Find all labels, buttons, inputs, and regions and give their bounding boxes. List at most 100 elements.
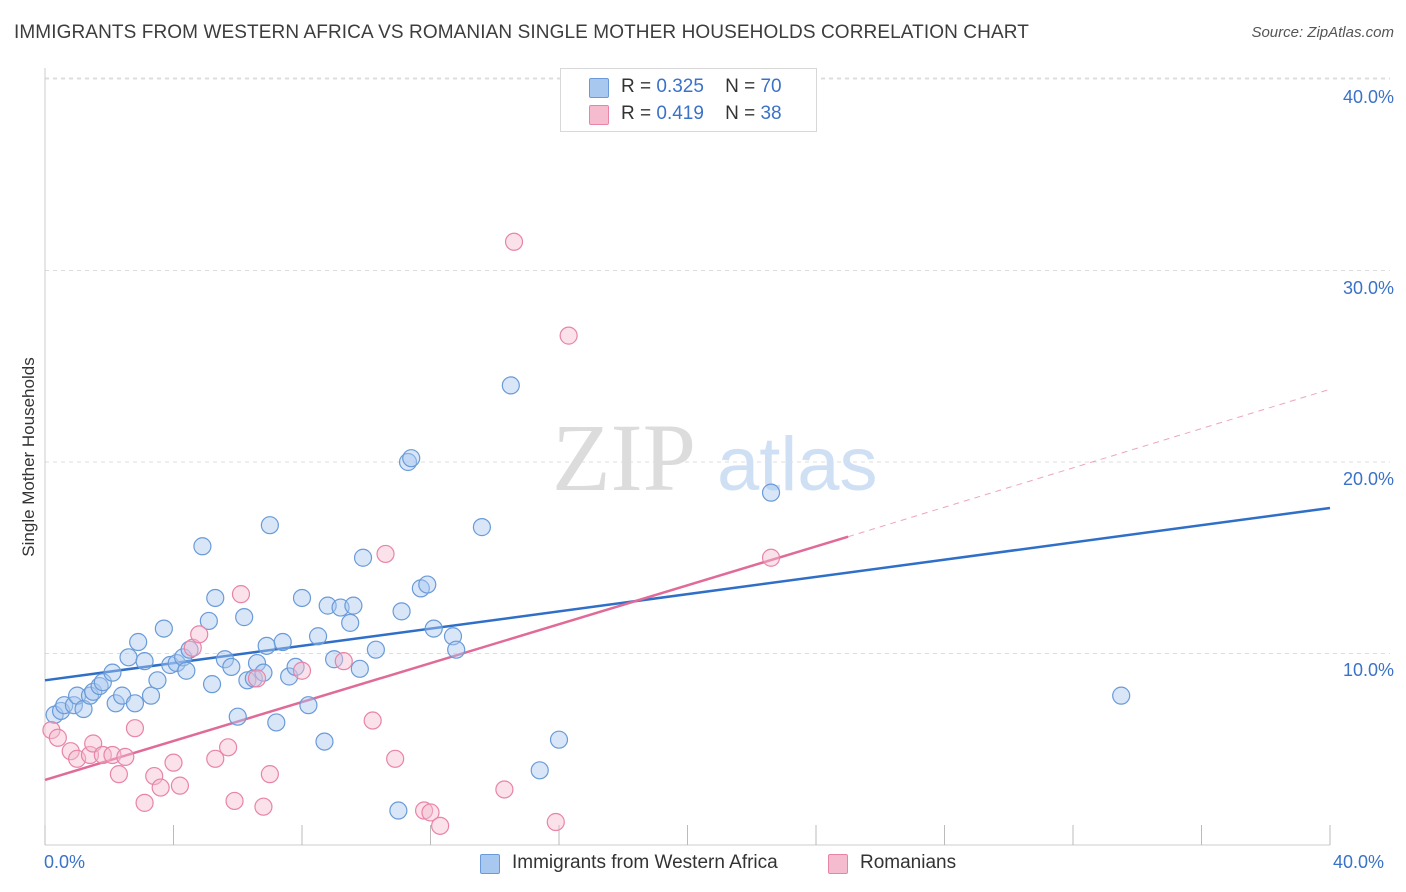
grid-lines [45,77,1390,654]
y-tick-label-10: 10.0% [1342,660,1394,680]
data-point-western-africa [129,632,148,652]
legend-n-value: 38 [760,103,782,124]
data-point-romanians [495,780,514,799]
x-tick-label-max: 40.0% [1333,852,1385,872]
trend-line-western-africa [44,506,1331,682]
data-point-western-africa [267,713,286,732]
data-point-western-africa [402,449,421,468]
data-point-romanians [414,801,434,820]
bottom-legend-label: Romanians [860,852,957,873]
data-point-romanians [116,747,135,767]
watermark: ZIP atlas [552,404,878,511]
data-point-romanians [254,797,273,816]
data-point-romanians [504,232,524,251]
data-point-western-africa [64,696,84,715]
source-label: Source: ZipAtlas.com [1251,24,1394,41]
data-point-romanians [164,753,183,772]
data-point-western-africa [199,611,218,631]
data-point-romanians [363,711,382,730]
data-point-western-africa [530,761,549,780]
data-point-western-africa [418,575,437,594]
data-point-romanians [431,816,450,835]
data-point-romanians [93,745,112,765]
trend-line-romanians [44,535,849,782]
y-axis-label: Single Mother Households [19,357,38,557]
data-point-romanians [190,625,209,644]
data-point-western-africa [424,619,443,638]
data-point-western-africa [235,608,254,627]
bottom-legend-swatch-romanians [828,854,848,874]
data-point-romanians [219,738,238,757]
legend-swatch-romanians [589,105,609,125]
legend-swatch-western-africa [589,78,609,98]
data-point-romanians [334,652,353,671]
data-point-western-africa [257,636,276,655]
x-tick-label-min: 0.0% [44,852,86,872]
data-point-romanians [145,766,164,786]
data-point-western-africa [389,801,408,820]
data-point-romanians [376,544,395,564]
data-point-western-africa [93,673,112,692]
data-point-romanians [559,326,578,345]
data-point-western-africa [103,663,122,682]
data-point-romanians [546,812,565,832]
data-point-western-africa [55,696,74,715]
legend-n-label: N = [725,76,756,97]
data-point-romanians [109,765,128,784]
data-point-western-africa [193,537,212,556]
data-point-western-africa [443,627,463,646]
data-point-western-africa [366,640,385,659]
data-point-western-africa [341,613,360,632]
legend-r-value: 0.325 [656,76,704,97]
trend-lines [44,388,1331,782]
data-point-western-africa [119,648,138,667]
data-point-western-africa [125,694,145,713]
data-point-western-africa [353,548,373,567]
legend-n-label: N = [725,103,756,124]
y-tick-label-40: 40.0% [1342,87,1394,107]
data-point-western-africa [135,652,154,671]
data-point-western-africa [180,640,199,659]
data-point-western-africa [148,671,167,690]
axes [44,68,1331,846]
data-point-romanians [80,745,100,765]
data-point-romanians [761,548,781,567]
legend-r-value: 0.419 [656,103,704,124]
data-point-western-africa [392,602,411,621]
data-point-romanians [48,728,67,747]
data-point-western-africa [344,596,363,615]
y-tick-label-20: 20.0% [1342,469,1394,489]
data-point-western-africa [202,675,222,694]
data-point-western-africa [472,518,491,537]
y-tick-label-30: 30.0% [1342,278,1394,298]
data-point-western-africa [315,732,334,751]
data-point-romanians [386,749,405,768]
data-point-western-africa [222,657,241,677]
data-point-romanians [260,765,279,784]
data-point-western-africa [308,627,328,646]
data-point-western-africa [447,640,466,659]
data-point-romanians [170,776,190,795]
data-point-romanians [151,778,170,797]
data-point-western-africa [350,659,369,678]
watermark-atlas: atlas [717,422,878,507]
data-point-romanians [125,719,145,738]
watermark-zip: ZIP [552,404,696,511]
data-point-western-africa [1112,686,1131,705]
data-point-western-africa [247,653,267,673]
chart-title: IMMIGRANTS FROM WESTERN AFRICA VS ROMANI… [14,22,1029,43]
data-point-western-africa [141,686,161,705]
data-point-romanians [135,793,154,812]
data-point-western-africa [273,632,292,652]
data-point-romanians [206,749,225,768]
data-point-romanians [292,661,312,680]
data-point-western-africa [206,588,225,608]
data-points [42,232,1131,835]
trend-line-extension [847,388,1331,538]
data-point-romanians [247,669,267,688]
data-point-western-africa [501,376,520,395]
data-point-western-africa [549,730,569,749]
legend-n-value: 70 [760,76,782,97]
data-point-western-africa [761,483,781,502]
